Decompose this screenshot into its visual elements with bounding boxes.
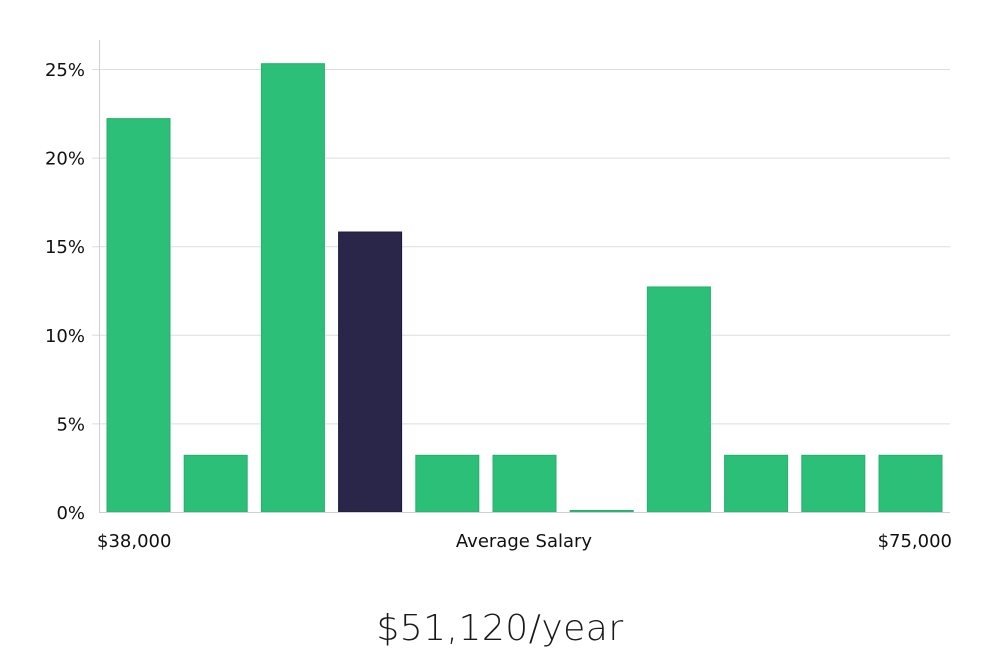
bars — [106, 63, 943, 513]
bar — [569, 510, 634, 513]
bar — [492, 454, 557, 513]
average-salary-value: $51,120/year — [376, 608, 624, 649]
salary-histogram: 0%5%10%15%20%25% $38,000 Average Salary … — [45, 40, 952, 552]
x-min-label: $38,000 — [97, 531, 171, 552]
grid-lines: 0% 5% 10% 15% 20% 25% — [45, 60, 950, 524]
y-tick-label: 5% — [56, 414, 85, 435]
x-max-label: $75,000 — [878, 531, 952, 552]
bar — [106, 118, 171, 513]
bar — [724, 454, 789, 513]
y-tick-label: 15% — [45, 237, 85, 258]
y-tick-label: 0% — [56, 503, 85, 524]
bar — [415, 454, 480, 513]
y-tick-label: 25% — [45, 60, 85, 81]
bar — [183, 454, 248, 513]
bar — [878, 454, 943, 513]
x-axis-title: Average Salary — [456, 531, 593, 552]
bar-highlighted — [338, 231, 403, 513]
y-tick-label: 10% — [45, 326, 85, 347]
bar — [801, 454, 866, 513]
y-tick-label: 20% — [45, 149, 85, 170]
bar — [260, 63, 325, 513]
bar — [646, 286, 711, 513]
